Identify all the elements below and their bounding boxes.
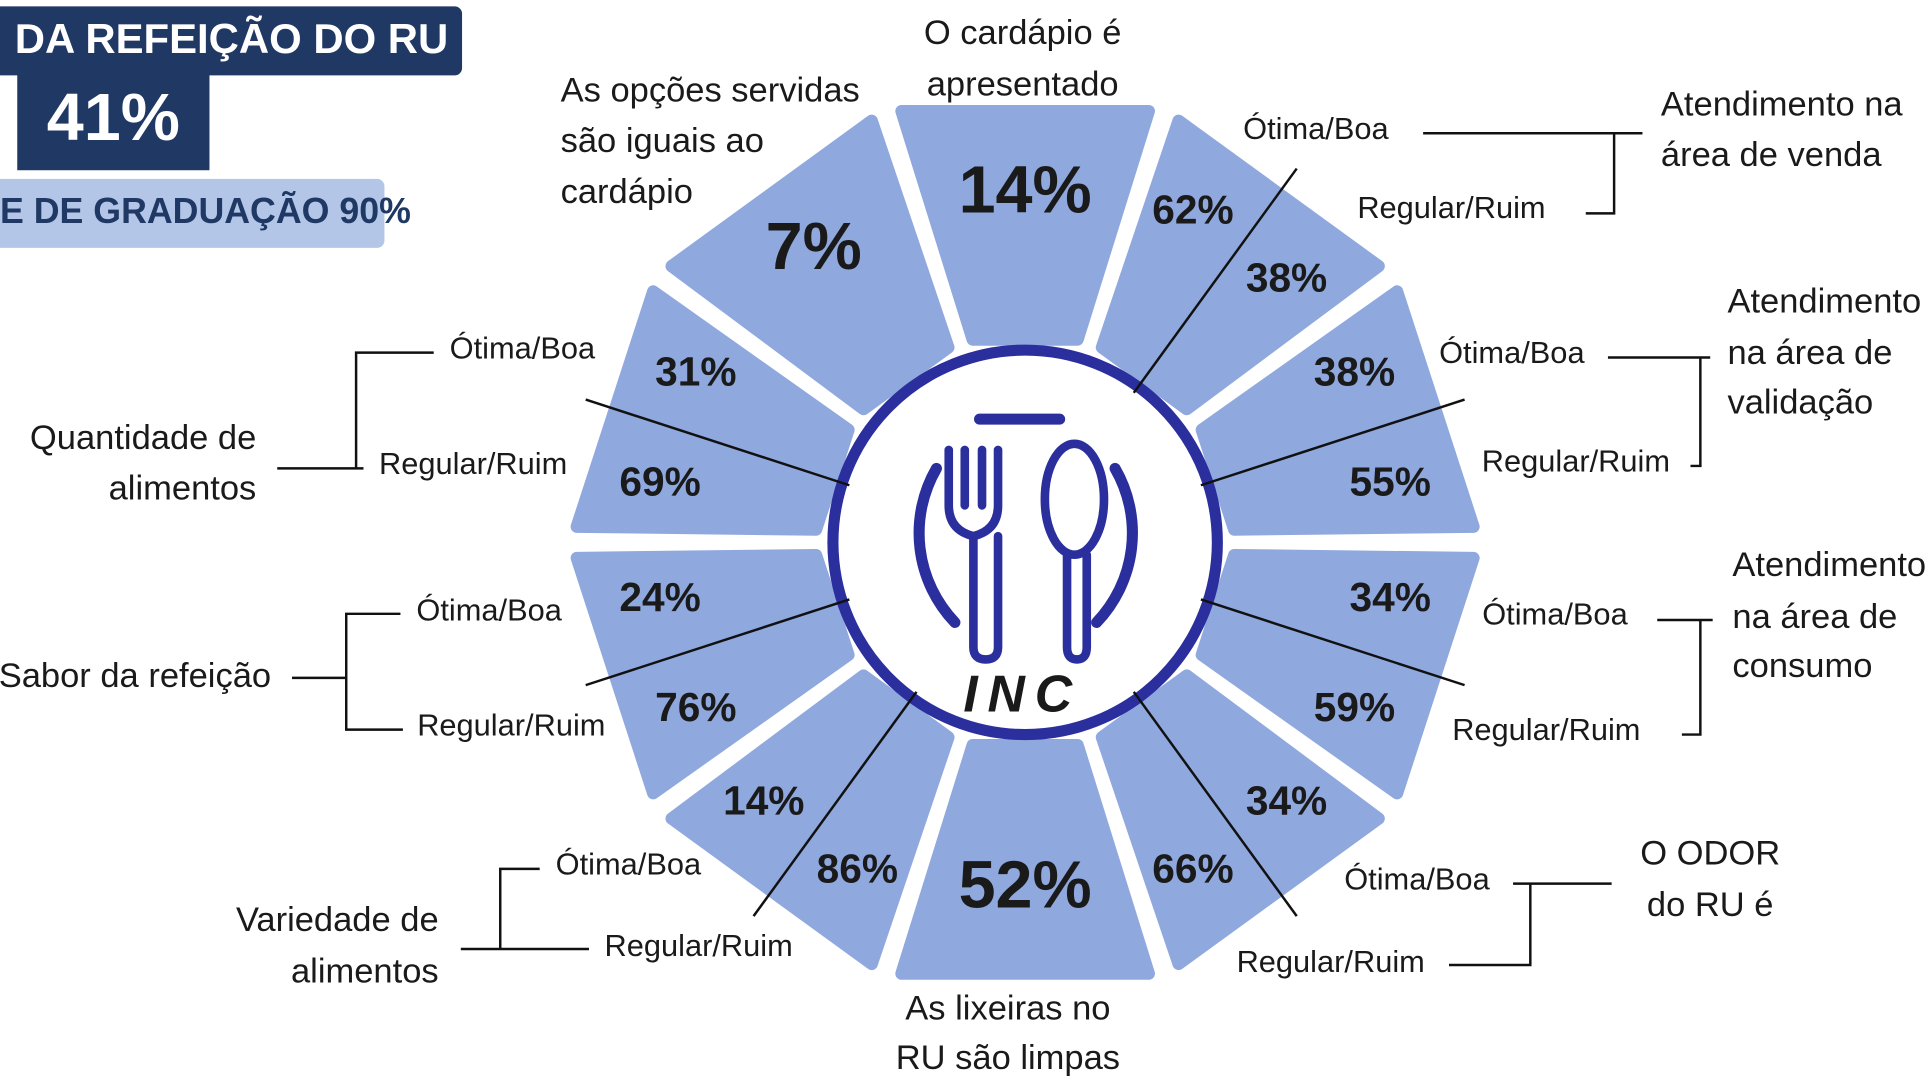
- rating-label: Ótima/Boa: [450, 330, 596, 365]
- divider: [1132, 167, 1298, 394]
- segment-value: 55%: [1350, 458, 1431, 504]
- header-title: DA REFEIÇÃO DO RU: [15, 15, 449, 62]
- rating-label: Regular/Ruim: [1357, 190, 1545, 225]
- rating-label: Regular/Ruim: [417, 707, 605, 742]
- segment-value: 69%: [619, 458, 700, 504]
- segment-label: RU são limpas: [896, 1039, 1120, 1077]
- segment-label: cardápio: [561, 173, 693, 211]
- bracket: [292, 612, 403, 731]
- segment-label: apresentado: [927, 66, 1119, 104]
- rating-label: Regular/Ruim: [604, 928, 792, 963]
- bracket: [1423, 132, 1643, 215]
- segment: [895, 738, 1155, 980]
- segment: [570, 285, 855, 536]
- divider: [752, 691, 918, 917]
- segment-label: consumo: [1732, 647, 1872, 685]
- segment-value: 38%: [1314, 348, 1395, 394]
- bracket: [460, 867, 589, 951]
- segment-label: na área de: [1727, 334, 1892, 372]
- segment-label: do RU é: [1647, 886, 1774, 924]
- segment-value: 24%: [619, 574, 700, 620]
- segment-value: 31%: [655, 348, 736, 394]
- segment-label: são iguais ao: [561, 122, 764, 160]
- segment-value: 76%: [655, 684, 736, 730]
- title-box: [0, 6, 463, 76]
- segment-value: 52%: [959, 848, 1092, 922]
- divider: [1200, 598, 1465, 687]
- segment-label: O cardápio é: [924, 14, 1122, 52]
- value-box: [17, 71, 210, 171]
- bracket: [1607, 356, 1711, 468]
- rating-label: Ótima/Boa: [1482, 596, 1628, 631]
- rating-label: Ótima/Boa: [1439, 335, 1585, 370]
- divider: [585, 398, 850, 487]
- rating-label: Ótima/Boa: [1243, 111, 1389, 146]
- segment: [665, 114, 955, 416]
- segment-label: na área de: [1732, 598, 1897, 636]
- rating-label: Ótima/Boa: [1344, 861, 1490, 896]
- segment-value: 62%: [1152, 187, 1233, 233]
- rating-label: Ótima/Boa: [416, 593, 562, 628]
- segment-label: Atendimento: [1732, 546, 1926, 584]
- segment: [895, 104, 1155, 346]
- segment-value: 38%: [1246, 255, 1327, 301]
- segment-label: As opções servidas: [561, 72, 860, 110]
- subtitle-box: [0, 178, 385, 248]
- segment-label: Atendimento na: [1661, 85, 1903, 123]
- segment: [665, 669, 955, 971]
- segment-value: 7%: [766, 210, 862, 284]
- segment-label: Sabor da refeição: [0, 657, 271, 695]
- segment-value: 86%: [817, 845, 898, 891]
- segments: [570, 104, 1480, 980]
- rating-label: Regular/Ruim: [1237, 944, 1425, 979]
- rating-label: Regular/Ruim: [1452, 712, 1640, 747]
- divider: [1200, 398, 1465, 487]
- bracket: [1657, 618, 1713, 736]
- header-value: 41%: [47, 81, 180, 155]
- rating-label: Regular/Ruim: [1482, 444, 1670, 479]
- divider: [1132, 691, 1298, 917]
- segment: [570, 548, 855, 800]
- rating-label: Ótima/Boa: [556, 847, 702, 882]
- divider: [585, 598, 850, 687]
- bracket: [277, 351, 434, 470]
- segment: [1095, 669, 1385, 971]
- segment: [1195, 285, 1480, 536]
- segment-label: O ODOR: [1640, 834, 1780, 872]
- rating-label: Regular/Ruim: [379, 446, 567, 481]
- segment: [1195, 548, 1480, 800]
- logo-ring: [827, 344, 1223, 741]
- segment-value: 14%: [723, 777, 804, 823]
- segment: [1095, 114, 1385, 416]
- segment-label: Quantidade de: [30, 419, 256, 457]
- segment-label: área de venda: [1661, 136, 1882, 174]
- logo-text: INC: [963, 664, 1082, 722]
- header-subtitle: E DE GRADUAÇÃO 90%: [0, 191, 411, 231]
- segment-label: Atendimento: [1727, 282, 1921, 320]
- segment-label: validação: [1727, 383, 1873, 421]
- segment-value: 34%: [1350, 574, 1431, 620]
- segment-label: Variedade de: [236, 901, 439, 939]
- segment-value: 14%: [959, 153, 1092, 227]
- segment-label: alimentos: [291, 953, 439, 991]
- segment-label: As lixeiras no: [905, 990, 1110, 1028]
- bracket: [1449, 882, 1612, 967]
- logo-icon: [913, 413, 1138, 664]
- segment-value: 34%: [1246, 777, 1327, 823]
- segment-value: 66%: [1152, 845, 1233, 891]
- segment-value: 59%: [1314, 684, 1395, 730]
- segment-label: alimentos: [109, 470, 257, 508]
